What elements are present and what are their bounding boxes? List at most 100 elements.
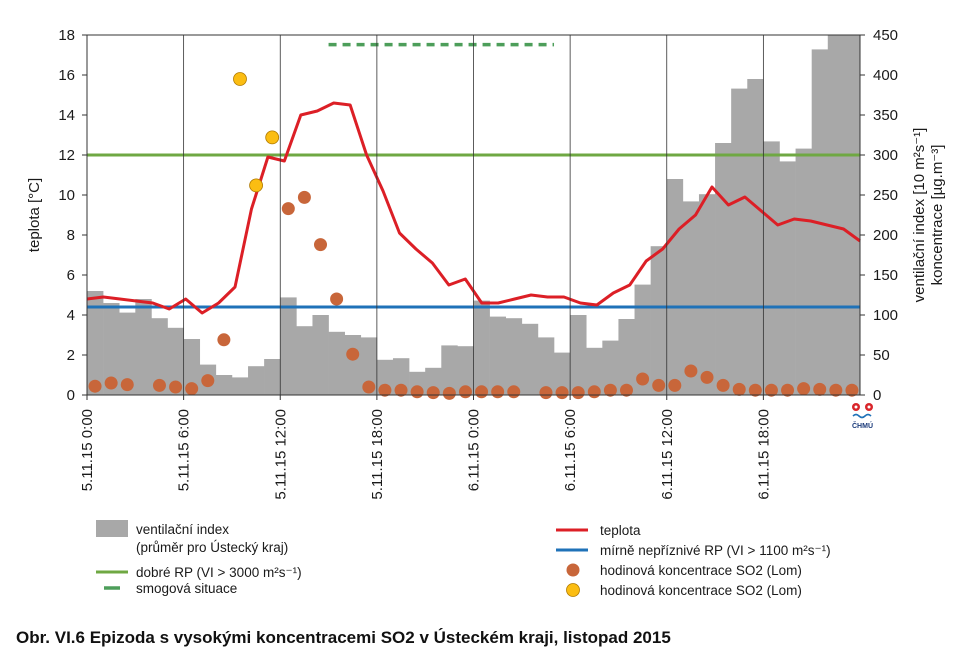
y-left-tick-label: 16: [58, 67, 75, 84]
ventilation-bar: [682, 201, 700, 395]
so2-point: [539, 386, 553, 400]
legend-moderate-rp: mírně nepříznivé RP (VI > 1100 m²s⁻¹): [600, 543, 831, 558]
so2-point: [104, 376, 118, 390]
y-left-tick-label: 2: [67, 347, 75, 364]
y-right-tick-label: 400: [873, 67, 898, 84]
so2-point: [684, 364, 698, 378]
so2-point: [700, 370, 714, 384]
ventilation-bar: [570, 315, 587, 395]
ventilation-bar: [457, 346, 474, 395]
x-tick-label: 5.11.15 0:00: [79, 409, 96, 491]
ventilation-bar: [280, 297, 297, 395]
y-left-tick-label: 18: [58, 27, 75, 44]
legend-so2-yellow: hodinová koncentrace SO2 (Lom): [600, 583, 802, 598]
ventilation-bar: [698, 194, 716, 395]
so2-point: [152, 378, 166, 392]
legend-good-rp: dobré RP (VI > 3000 m²s⁻¹): [136, 565, 302, 580]
so2-point: [716, 378, 730, 392]
y-right-tick-label: 300: [873, 147, 898, 164]
x-tick-label: 5.11.15 6:00: [176, 409, 193, 491]
so2-point: [297, 190, 311, 204]
ventilation-bar: [618, 319, 635, 395]
so2-point: [201, 374, 215, 388]
y-right-tick-label: 150: [873, 267, 898, 284]
y-left-tick-label: 6: [67, 267, 75, 284]
x-tick-label: 6.11.15 18:00: [755, 409, 772, 500]
so2-point: [732, 382, 746, 396]
y-left-tick-label: 8: [67, 227, 75, 244]
so2-point: [781, 383, 795, 397]
ventilation-bar: [183, 339, 201, 395]
so2-point: [217, 333, 231, 347]
so2-point: [507, 385, 521, 399]
ventilation-bar: [248, 366, 265, 395]
so2-point-high: [265, 130, 280, 145]
so2-point-high: [249, 178, 263, 193]
so2-point: [185, 382, 199, 396]
ventilation-bar: [505, 318, 523, 395]
y-right-tick-label: 50: [873, 347, 890, 364]
so2-point: [346, 347, 360, 361]
ventilation-bar: [554, 352, 571, 395]
so2-point: [845, 383, 859, 397]
legend-swatch-so2-dark: [566, 563, 580, 577]
ventilation-bar: [763, 141, 780, 395]
so2-point: [169, 380, 183, 394]
y-right-tick-label: 450: [873, 27, 898, 44]
so2-point: [813, 382, 827, 396]
legend-swatch-so2-yellow: [566, 583, 580, 597]
ventilation-bar: [473, 300, 490, 395]
ventilation-index-bars: [87, 35, 861, 396]
ventilation-bar: [135, 299, 152, 395]
so2-point: [410, 385, 424, 399]
so2-point: [88, 379, 102, 393]
legend-temperature: teplota: [600, 523, 641, 538]
y-left-tick-label: 14: [58, 107, 75, 124]
so2-point: [587, 385, 601, 399]
x-tick-label: 6.11.15 0:00: [466, 409, 483, 491]
so2-point-high: [233, 72, 247, 86]
ventilation-bar: [843, 35, 861, 395]
ventilation-bar: [328, 331, 345, 395]
ventilation-bar: [747, 79, 764, 395]
ventilation-bar: [779, 161, 796, 395]
ventilation-bar: [489, 316, 507, 395]
ventilation-bar: [521, 323, 539, 395]
ventilation-bar: [344, 335, 362, 395]
so2-point: [764, 383, 778, 397]
so2-points: [88, 72, 859, 400]
so2-point: [378, 383, 392, 397]
so2-point: [652, 378, 666, 392]
ventilation-bar: [441, 345, 458, 395]
so2-point: [829, 383, 843, 397]
legend-ventilation-index: ventilační index: [136, 522, 229, 537]
so2-point: [475, 385, 489, 399]
so2-point: [281, 202, 295, 216]
ventilation-bar: [151, 318, 168, 395]
y-right-tick-label: 350: [873, 107, 898, 124]
so2-point: [748, 383, 762, 397]
y-left-tick-label: 12: [58, 147, 75, 164]
so2-point: [619, 383, 633, 397]
ventilation-bar: [312, 315, 329, 395]
ventilation-bar: [167, 327, 184, 395]
legend-ventilation-index-note: (průměr pro Ústecký kraj): [136, 540, 288, 555]
ventilation-bar: [103, 303, 120, 395]
legend: ventilační index (průměr pro Ústecký kra…: [96, 520, 831, 598]
y-axis-right-label-1: ventilační index [10 m²s⁻¹]: [911, 128, 928, 303]
ventilation-bar: [215, 375, 233, 395]
y-right-tick-label: 100: [873, 307, 898, 324]
so2-point: [491, 385, 505, 399]
ventilation-bar: [827, 35, 845, 395]
so2-point: [603, 383, 617, 397]
so2-point: [442, 386, 456, 400]
ventilation-bar: [296, 326, 313, 395]
x-tick-label: 6.11.15 6:00: [562, 409, 579, 491]
ventilation-bar: [87, 291, 104, 395]
figure-caption: Obr. VI.6 Epizoda s vysokými koncentrace…: [16, 628, 671, 647]
so2-point: [636, 372, 650, 386]
y-axis-right-ticks: 0 50 100 150 200 250 300 350 400 450: [860, 27, 898, 404]
y-right-tick-label: 0: [873, 387, 881, 404]
y-right-tick-label: 200: [873, 227, 898, 244]
